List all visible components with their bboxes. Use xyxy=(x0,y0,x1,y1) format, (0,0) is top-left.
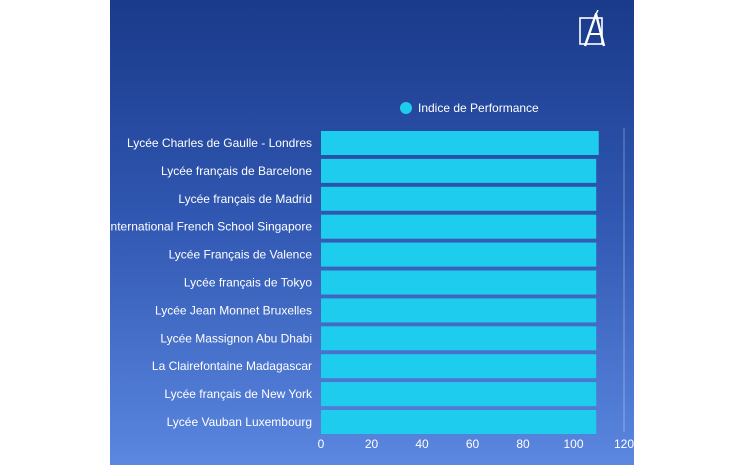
legend: Indice de Performance xyxy=(400,101,539,115)
bar[interactable] xyxy=(321,158,597,183)
category-label: Lycée Jean Monnet Bruxelles xyxy=(155,303,312,317)
bar[interactable] xyxy=(321,354,597,379)
bar[interactable] xyxy=(321,214,597,239)
x-tick-label: 60 xyxy=(466,437,480,451)
category-label: Lycée français de New York xyxy=(164,387,313,401)
bar[interactable] xyxy=(321,410,597,434)
x-tick-label: 120 xyxy=(614,437,634,451)
bar[interactable] xyxy=(321,382,597,407)
x-tick-label: 80 xyxy=(516,437,530,451)
bar[interactable] xyxy=(321,326,597,351)
bar[interactable] xyxy=(321,270,597,295)
category-label: Lycée Charles de Gaulle - Londres xyxy=(127,136,312,150)
category-label: La Clairefontaine Madagascar xyxy=(152,359,312,373)
x-tick-label: 0 xyxy=(318,437,325,451)
x-tick-label: 40 xyxy=(415,437,429,451)
category-label: Lycée français de Barcelone xyxy=(161,164,312,178)
x-tick-label: 20 xyxy=(365,437,379,451)
legend-swatch xyxy=(400,102,412,114)
category-label: International French School Singapore xyxy=(107,220,312,234)
bar[interactable] xyxy=(321,186,597,211)
category-label: Lycée Massignon Abu Dhabi xyxy=(160,331,312,345)
x-tick-label: 100 xyxy=(563,437,583,451)
category-label: Lycée français de Tokyo xyxy=(184,276,312,290)
legend-label: Indice de Performance xyxy=(418,101,539,115)
pen-nib-logo-icon xyxy=(579,10,606,47)
bar[interactable] xyxy=(321,242,597,267)
category-label: Lycée Français de Valence xyxy=(169,248,313,262)
bar[interactable] xyxy=(321,131,599,155)
bar[interactable] xyxy=(321,298,597,323)
category-label: Lycée Vauban Luxembourg xyxy=(167,415,312,429)
category-label: Lycée français de Madrid xyxy=(178,192,312,206)
